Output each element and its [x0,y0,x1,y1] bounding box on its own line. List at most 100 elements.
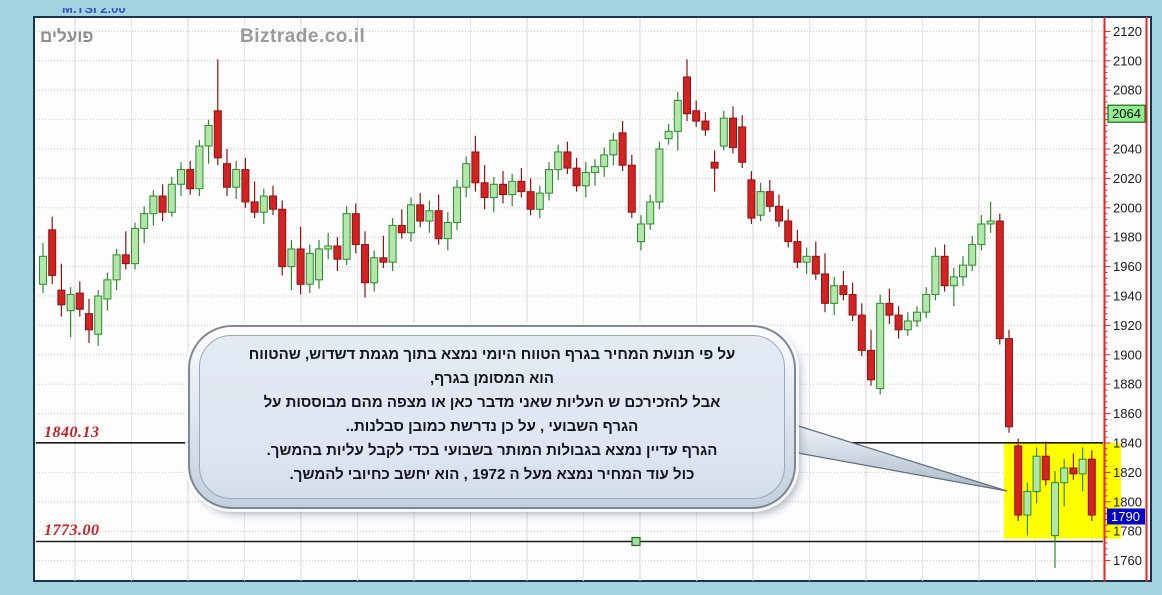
candle [830,276,839,316]
candle [664,124,673,145]
candle [250,181,259,219]
candle [305,244,314,294]
candle [213,59,222,166]
candle [471,135,480,192]
candle [66,287,75,338]
candle [683,59,691,122]
candle [1078,447,1087,492]
candle [379,235,388,269]
annotation-text-line: הוא המסומן בגרף, [430,370,554,387]
candle [443,212,452,251]
candle [241,157,250,208]
annotation-bubble-tail [791,423,1008,492]
candle [977,215,986,251]
annotation-text-line: הגרף עדיין נמצא בגבולות המותר בשבועי בכד… [266,442,718,459]
candle [462,156,471,198]
axis-tick-label: 2100 [1113,53,1142,68]
candle [922,287,931,319]
candle [407,197,415,242]
candle [186,160,195,195]
candle [995,213,1004,345]
candle [609,132,618,166]
axis-tick-label: 1820 [1113,465,1142,480]
candle [1005,329,1013,433]
candle [600,147,609,177]
candle [848,282,857,321]
candle [627,154,636,219]
candle [453,179,461,230]
candle [618,121,627,172]
candle [499,171,507,204]
line-drag-handle[interactable] [631,536,641,547]
candles-layer [39,59,1096,568]
axis-tick-label: 2000 [1113,200,1142,215]
candle [913,306,921,327]
candle [637,215,645,251]
candle [793,229,802,269]
price-axis: 2120 2100 2080 2040 2020 2000 1980 1960 1940 1920… [1103,17,1148,582]
axis-tick-label: 1900 [1113,347,1142,362]
candle [894,306,903,339]
candle [39,243,47,294]
candle [867,329,875,386]
candle [287,240,296,291]
axis-tick-label: 1800 [1113,494,1142,509]
candle [269,185,277,216]
annotation-bubble[interactable]: על פי תנועת המחיר בגרף הטווח היומי נמצא … [188,325,796,509]
candle [738,115,747,169]
candle [655,141,664,210]
candle [204,119,213,164]
current-price-tag-label: 1790 [1111,509,1140,524]
annotation-text-line: אבל להזכירכם ש העליות שאני מדבר כאן או מ… [263,394,721,411]
candle [701,112,710,136]
candle [425,200,434,233]
candle [370,250,379,292]
candle [802,247,811,274]
candle [434,194,443,245]
candle [710,150,719,192]
candle [839,271,848,301]
candle [103,272,112,311]
candle [361,231,369,298]
candle [342,206,351,266]
candle [1069,453,1078,480]
candle [480,165,489,210]
candle [885,288,894,324]
candle [784,209,793,248]
current-price-tag [1107,508,1145,525]
candle [177,162,185,197]
axis-tick-label: 2120 [1113,24,1142,39]
candle [75,281,84,317]
candle [131,222,139,270]
candle [232,160,241,199]
candle [931,247,940,301]
candle [756,182,765,222]
candle [158,184,167,222]
indicator-label: M.TSI 2.00 [62,8,126,16]
axis-tick-label: 1960 [1113,259,1142,274]
candle [149,190,158,226]
candle [673,91,682,151]
clipped-indicator-label-wrap: M.TSI 2.00 [62,8,126,18]
candle [121,231,130,270]
candle [1060,459,1069,507]
candle [857,303,866,357]
candle [85,298,93,344]
candle [1087,450,1096,521]
axis-tick-label: 2080 [1113,83,1142,98]
candle [949,268,958,307]
candle [508,173,517,207]
candle [591,159,599,186]
candle [1014,438,1023,521]
candle [719,110,728,151]
candle [416,193,425,227]
candle [1051,470,1059,568]
candle [876,294,885,395]
candle [765,179,774,213]
annotation-text-line: הגרף השבועי , על כן נדרשת כמובן סבלנות.. [345,418,639,435]
support-zone-highlight [1004,443,1121,539]
candle [545,162,553,201]
candle [563,141,572,174]
annotation-text-line: על פי תנועת המחיר בגרף הטווח היומי נמצא … [248,346,736,363]
candle [195,140,204,197]
